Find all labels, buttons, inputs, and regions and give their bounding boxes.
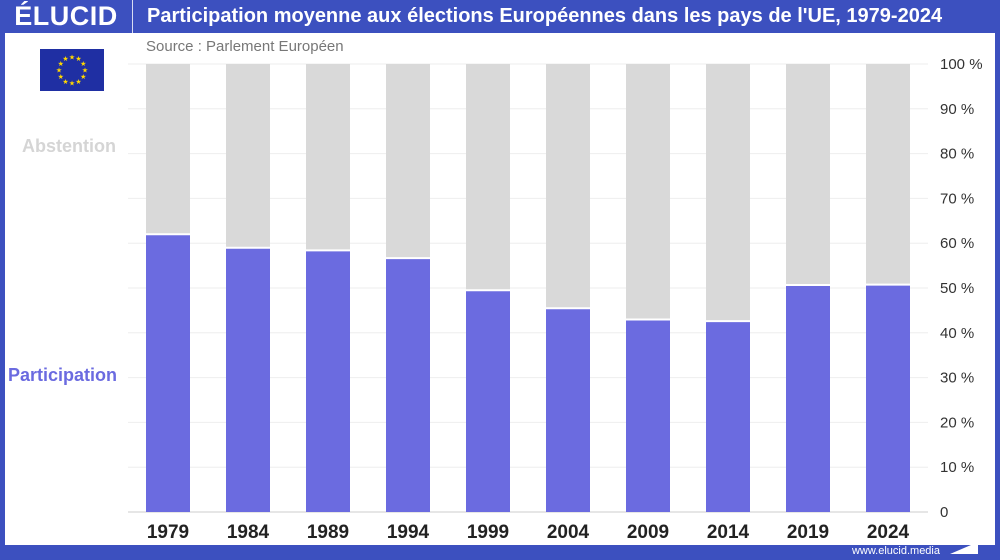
star-icon: ★ [56, 67, 62, 75]
star-icon: ★ [58, 60, 64, 68]
bar-participation [706, 321, 750, 512]
x-tick-label: 1989 [307, 522, 349, 543]
bar-participation [306, 250, 350, 513]
bar-participation [786, 285, 830, 512]
x-tick-label: 2014 [707, 522, 750, 543]
star-icon: ★ [75, 55, 81, 63]
legend-participation: Participation [8, 365, 118, 385]
y-tick-label: 60 % [940, 235, 974, 252]
y-tick-label: 30 % [940, 370, 974, 387]
source-note: Source : Parlement Européen [146, 38, 344, 55]
star-icon: ★ [80, 60, 86, 68]
star-icon: ★ [62, 55, 68, 63]
bar-abstention [866, 64, 910, 285]
bar-abstention [786, 64, 830, 286]
y-tick-label: 80 % [940, 146, 974, 163]
star-icon: ★ [58, 73, 64, 81]
x-tick-label: 1999 [467, 522, 509, 543]
bar-participation [466, 290, 510, 512]
bar-participation [546, 308, 590, 512]
bar-participation [866, 284, 910, 512]
bar-participation [386, 258, 430, 512]
x-tick-label: 1994 [387, 522, 430, 543]
header-divider [132, 0, 133, 33]
x-tick-label: 2004 [547, 522, 590, 543]
y-tick-label: 100 % [940, 56, 983, 73]
bar-abstention [546, 64, 590, 309]
chart-title: Participation moyenne aux élections Euro… [147, 5, 943, 27]
y-tick-label: 40 % [940, 325, 974, 342]
x-tick-label: 2024 [867, 522, 910, 543]
star-icon: ★ [82, 67, 88, 75]
bar-abstention [386, 64, 430, 259]
x-tick-label: 1979 [147, 522, 189, 543]
bar-participation [226, 247, 270, 513]
bar-abstention [466, 64, 510, 291]
x-tick-label: 2009 [627, 522, 669, 543]
eu-flag-icon: ★ ★ ★ ★ ★ ★ ★ ★ ★ ★ ★ ★ [40, 49, 104, 91]
star-icon: ★ [62, 78, 68, 86]
bar-abstention [146, 64, 190, 235]
footer-url[interactable]: www.elucid.media [851, 545, 940, 557]
elucid-mark-icon [950, 542, 978, 554]
legend-abstention: Abstention [22, 136, 116, 156]
bar-abstention [226, 64, 270, 248]
logo: ÉLUCID [14, 1, 118, 31]
y-tick-label: 10 % [940, 459, 974, 476]
star-icon: ★ [80, 73, 86, 81]
header: ÉLUCID Participation moyenne aux électio… [0, 0, 1000, 33]
y-tick-label: 50 % [940, 280, 974, 297]
bar-abstention [706, 64, 750, 322]
y-tick-label: 70 % [940, 190, 974, 207]
star-icon: ★ [69, 54, 75, 62]
y-tick-label: 0 [940, 504, 948, 521]
y-tick-label: 20 % [940, 414, 974, 431]
star-icon: ★ [75, 78, 81, 86]
bar-participation [626, 319, 670, 512]
bar-abstention [306, 64, 350, 251]
y-tick-label: 90 % [940, 101, 974, 118]
star-icon: ★ [69, 80, 75, 88]
x-tick-label: 2019 [787, 522, 829, 543]
bar-abstention [626, 64, 670, 320]
x-tick-label: 1984 [227, 522, 270, 543]
bar-participation [146, 234, 190, 513]
